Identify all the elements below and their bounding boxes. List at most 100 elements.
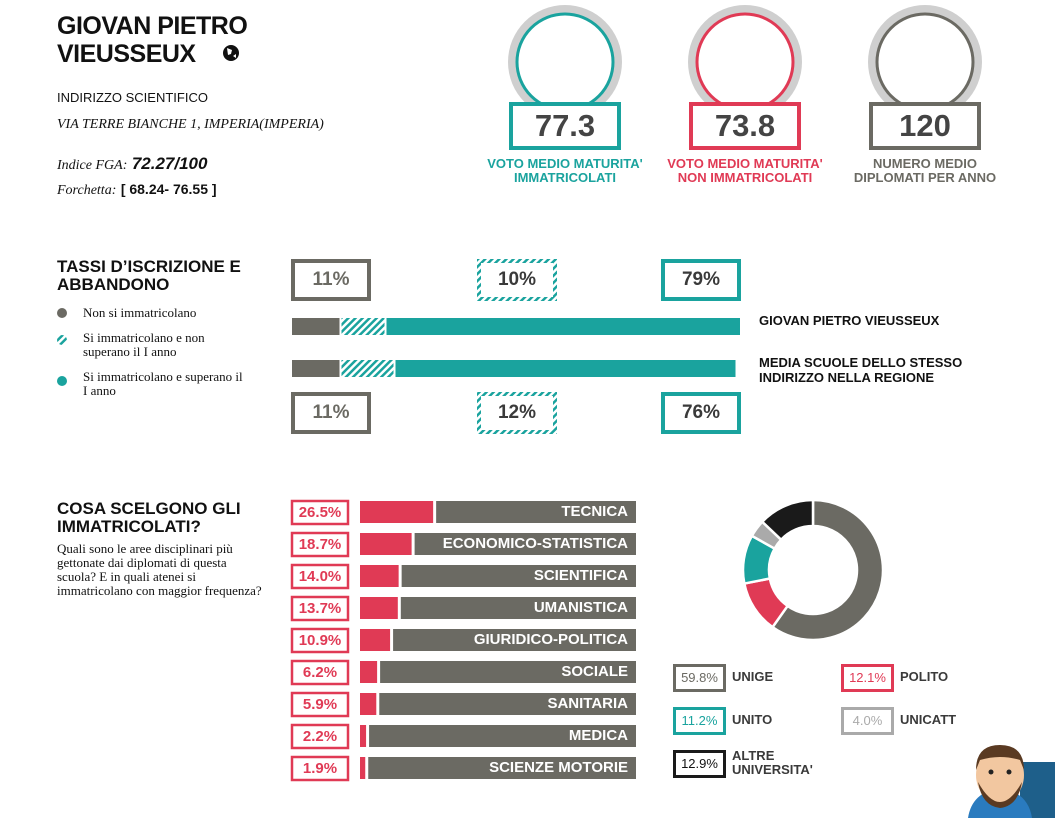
bar-track xyxy=(401,565,636,587)
stat-value: 120 xyxy=(899,108,951,143)
category-label: UMANISTICA xyxy=(533,599,628,616)
value-label: 14.0% xyxy=(298,568,342,585)
legend-box xyxy=(673,750,726,778)
bar xyxy=(360,757,366,779)
category-label: TECNICA xyxy=(561,503,628,520)
bar xyxy=(360,501,434,523)
legend-box xyxy=(673,707,726,735)
value-box xyxy=(291,259,371,301)
bar xyxy=(360,597,398,619)
legend-label: UNICATT xyxy=(900,712,957,727)
legend-value: 59.8% xyxy=(681,670,718,685)
bar-track xyxy=(379,693,636,715)
globe-icon xyxy=(223,45,239,61)
bar-segment xyxy=(290,358,342,379)
legend-label: UNIGE xyxy=(732,669,774,684)
stat-circle xyxy=(875,12,975,112)
fga-row: Indice FGA: 72.27/100 xyxy=(57,154,207,174)
donut-segment xyxy=(770,498,885,642)
category-label: SCIENZE MOTORIE xyxy=(489,759,628,776)
bar xyxy=(360,725,367,747)
category-label: SCIENTIFICA xyxy=(533,567,628,584)
value-box xyxy=(290,595,350,622)
value-label: 11% xyxy=(312,269,350,290)
value-label: 11% xyxy=(312,402,350,423)
school-track: INDIRIZZO SCIENTIFICO xyxy=(57,90,208,105)
legend-label: Si immatricolano e non superano il I ann… xyxy=(83,330,205,359)
school-title: GIOVAN PIETRO VIEUSSEUX xyxy=(57,12,248,68)
category-label: MEDIA SCUOLE DELLO STESSO INDIRIZZO NELL… xyxy=(759,355,963,385)
legend-label: ALTRE UNIVERSITA' xyxy=(732,748,813,777)
stat-label: VOTO MEDIO MATURITA' xyxy=(487,156,643,171)
value-box xyxy=(477,259,557,301)
value-box xyxy=(661,392,741,434)
avatar xyxy=(968,745,1055,818)
stat-label: NUMERO MEDIO xyxy=(873,156,977,171)
bar xyxy=(360,661,378,683)
value-box xyxy=(661,259,741,301)
stat-box xyxy=(869,102,981,150)
value-label: 79% xyxy=(681,269,721,290)
value-label: 10.9% xyxy=(298,632,342,649)
stat-circle xyxy=(695,12,795,112)
stat-label: IMMATRICOLATI xyxy=(513,170,617,185)
value-box xyxy=(290,691,350,718)
bar xyxy=(360,629,391,651)
legend-box xyxy=(841,664,894,692)
bar-track xyxy=(436,501,636,523)
legend-marker xyxy=(57,376,67,386)
category-label: MEDICA xyxy=(568,727,628,744)
legend-box xyxy=(673,664,726,692)
bar-track xyxy=(369,725,636,747)
chart-title: COSA SCELGONO GLI IMMATRICOLATI? xyxy=(57,499,241,536)
value-label: 2.2% xyxy=(302,728,338,745)
bar-track xyxy=(380,661,636,683)
value-label: 6.2% xyxy=(302,664,338,681)
bar xyxy=(360,693,377,715)
bar-segment xyxy=(393,358,738,379)
stat-circle xyxy=(515,12,615,112)
school-address: VIA TERRE BIANCHE 1, IMPERIA(IMPERIA) xyxy=(57,117,324,132)
value-label: 76% xyxy=(681,402,721,423)
value-box xyxy=(290,531,350,558)
value-label: 18.7% xyxy=(298,536,342,553)
range-row: Forchetta: [ 68.24- 76.55 ] xyxy=(57,181,217,199)
legend-label: POLITO xyxy=(900,669,949,684)
value-label: 10% xyxy=(497,269,537,290)
legend-value: 12.1% xyxy=(849,670,886,685)
stat-label: DIPLOMATI PER ANNO xyxy=(853,170,997,185)
legend-box xyxy=(841,707,894,735)
value-box xyxy=(290,755,350,782)
value-box xyxy=(290,723,350,750)
value-label: 26.5% xyxy=(298,504,342,521)
value-label: 5.9% xyxy=(302,696,338,713)
value-label: 13.7% xyxy=(298,600,342,617)
value-box xyxy=(291,392,371,434)
category-label: GIURIDICO-POLITICA xyxy=(473,631,628,648)
bar-track xyxy=(368,757,636,779)
category-label: SOCIALE xyxy=(561,663,628,680)
value-box xyxy=(290,627,350,654)
bar-segment xyxy=(290,316,342,337)
bar-segment xyxy=(339,358,396,379)
legend-value: 11.2% xyxy=(681,713,718,728)
value-box xyxy=(477,392,557,434)
category-label: SANITARIA xyxy=(547,695,628,712)
bar-segment xyxy=(339,316,387,337)
stat-box xyxy=(689,102,801,150)
chart-subtitle: Quali sono le aree disciplinari più gett… xyxy=(57,541,262,598)
stat-label: NON IMMATRICOLATI xyxy=(677,170,813,185)
legend-label: UNITO xyxy=(732,712,773,727)
stat-value: 73.8 xyxy=(714,108,776,143)
legend-value: 12.9% xyxy=(681,756,718,771)
legend-label: Si immatricolano e superano il I anno xyxy=(83,369,243,398)
fga-label: Indice FGA: xyxy=(57,158,128,173)
bar-track xyxy=(393,629,636,651)
category-label: GIOVAN PIETRO VIEUSSEUX xyxy=(759,313,940,328)
value-box xyxy=(290,499,350,526)
legend-marker xyxy=(57,335,67,345)
bar-segment xyxy=(384,316,742,337)
value-label: 1.9% xyxy=(302,760,338,777)
